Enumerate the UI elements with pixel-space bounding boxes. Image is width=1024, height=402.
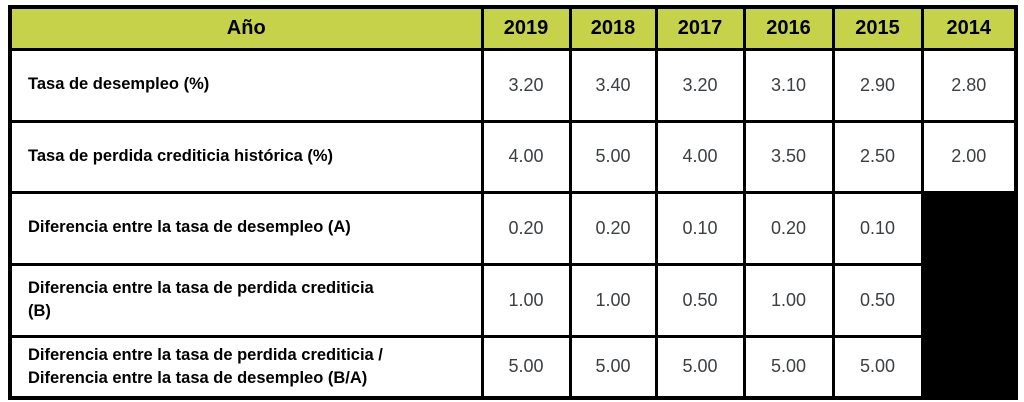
value-cell: 2.50 — [831, 119, 924, 194]
year-axis-header: Año — [8, 5, 484, 51]
value-cell: 1.00 — [742, 262, 835, 338]
year-header-2019: 2019 — [480, 5, 572, 51]
row-label: Diferencia entre la tasa de perdida cred… — [8, 262, 484, 338]
header-row: Año 2019 2018 2017 2016 2015 2014 — [8, 5, 1018, 51]
value-cell: 4.00 — [654, 119, 746, 194]
row-label: Tasa de desempleo (%) — [8, 47, 484, 123]
table-row-ratio-b-a: Diferencia entre la tasa de perdida cred… — [8, 334, 1018, 400]
year-header-2018: 2018 — [568, 5, 658, 51]
redacted-cell — [920, 334, 1018, 400]
redacted-cell — [920, 190, 1018, 266]
row-label: Tasa de perdida crediticia histórica (%) — [8, 119, 484, 194]
table-row-credit-loss-rate: Tasa de perdida crediticia histórica (%)… — [8, 119, 1018, 194]
value-cell: 0.50 — [654, 262, 746, 338]
value-cell: 5.00 — [742, 334, 835, 400]
value-cell: 2.00 — [920, 119, 1018, 194]
value-cell: 5.00 — [480, 334, 572, 400]
value-cell: 5.00 — [568, 334, 658, 400]
year-header-2017: 2017 — [654, 5, 746, 51]
value-cell: 2.90 — [831, 47, 924, 123]
table-row-credit-loss-diff: Diferencia entre la tasa de perdida cred… — [8, 262, 1018, 338]
data-table: Año 2019 2018 2017 2016 2015 2014 Tasa d… — [8, 5, 1018, 400]
value-cell: 0.10 — [654, 190, 746, 266]
year-header-2016: 2016 — [742, 5, 835, 51]
table-row-unemployment-diff: Diferencia entre la tasa de desempleo (A… — [8, 190, 1018, 266]
year-header-2014: 2014 — [920, 5, 1018, 51]
value-cell: 3.50 — [742, 119, 835, 194]
row-label: Diferencia entre la tasa de desempleo (A… — [8, 190, 484, 266]
value-cell: 0.20 — [568, 190, 658, 266]
value-cell: 0.20 — [480, 190, 572, 266]
year-header-2015: 2015 — [831, 5, 924, 51]
value-cell: 5.00 — [831, 334, 924, 400]
value-cell: 0.50 — [831, 262, 924, 338]
value-cell: 0.10 — [831, 190, 924, 266]
value-cell: 0.20 — [742, 190, 835, 266]
redacted-cell — [920, 262, 1018, 338]
value-cell: 3.10 — [742, 47, 835, 123]
table-row-unemployment-rate: Tasa de desempleo (%) 3.20 3.40 3.20 3.1… — [8, 47, 1018, 123]
value-cell: 3.40 — [568, 47, 658, 123]
value-cell: 4.00 — [480, 119, 572, 194]
value-cell: 3.20 — [480, 47, 572, 123]
value-cell: 1.00 — [480, 262, 572, 338]
value-cell: 2.80 — [920, 47, 1018, 123]
value-cell: 5.00 — [654, 334, 746, 400]
value-cell: 5.00 — [568, 119, 658, 194]
value-cell: 1.00 — [568, 262, 658, 338]
value-cell: 3.20 — [654, 47, 746, 123]
row-label: Diferencia entre la tasa de perdida cred… — [8, 334, 484, 400]
